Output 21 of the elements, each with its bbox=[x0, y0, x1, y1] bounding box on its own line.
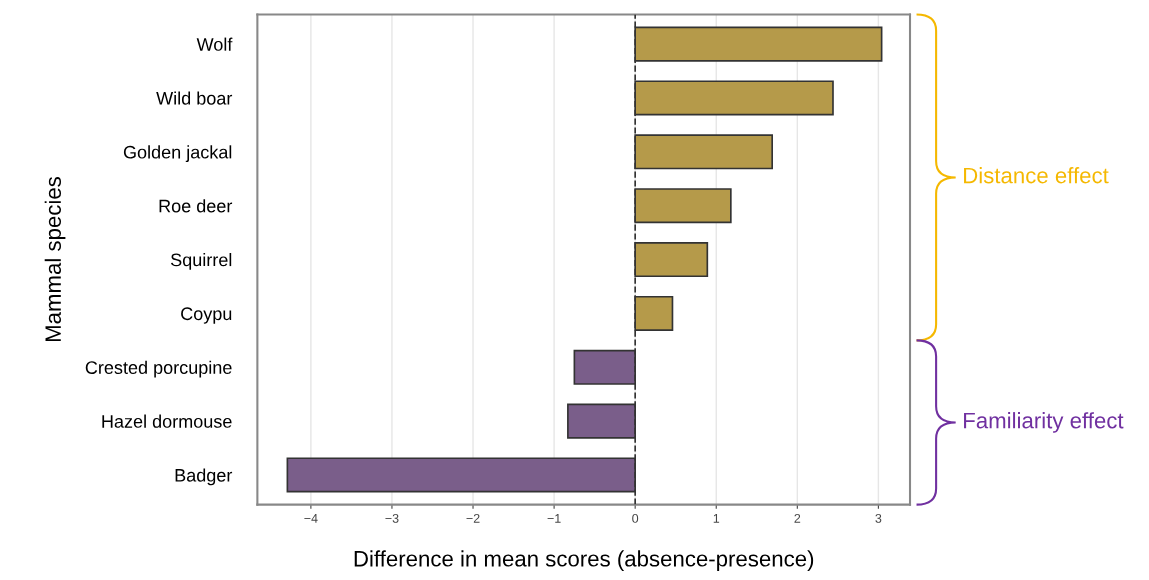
y-tick-label: Squirrel bbox=[170, 253, 232, 270]
x-tick-label: 2 bbox=[794, 513, 801, 523]
y-axis-title: Mammal species bbox=[44, 176, 66, 342]
text: Familiarity effect bbox=[964, 412, 1124, 433]
x-tick-label: 3 bbox=[875, 513, 882, 523]
y-tick-label: Hazel dormouse bbox=[102, 414, 232, 428]
y-tick-label: Crested porcupine bbox=[85, 360, 232, 378]
y-tick-label: Coypu bbox=[181, 307, 232, 324]
x-tick-label: 1 bbox=[713, 514, 720, 523]
y-tick-label: Roe deer bbox=[159, 199, 233, 213]
y-tick-label: Badger bbox=[175, 468, 233, 486]
y-tick-label: Wild boar bbox=[156, 91, 233, 105]
y-tick-label: Golden jackal bbox=[123, 145, 232, 163]
x-tick-label: −2 bbox=[466, 513, 480, 523]
x-axis-title: Difference in mean scores (absence-presence) bbox=[354, 550, 814, 571]
y-tick-label: Wolf bbox=[196, 37, 233, 51]
x-tick-label: −3 bbox=[385, 513, 399, 523]
x-tick-label: 0 bbox=[632, 513, 639, 523]
text: Distance effect bbox=[964, 167, 1109, 184]
x-tick-label: −4 bbox=[304, 514, 318, 523]
x-tick-label: −1 bbox=[547, 514, 561, 523]
